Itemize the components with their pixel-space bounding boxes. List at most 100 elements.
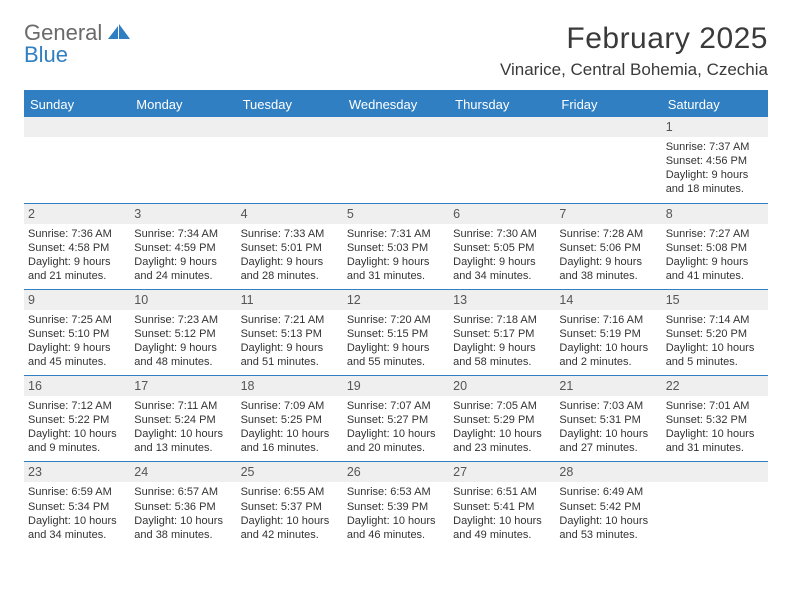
weekday-header: Friday [555,92,661,117]
sunrise-text: Sunrise: 7:33 AM [241,227,339,241]
sunset-text: Sunset: 5:10 PM [28,327,126,341]
sunset-text: Sunset: 5:31 PM [559,413,657,427]
daylight-text: Daylight: 10 hours and 13 minutes. [134,427,232,455]
calendar-body: 1Sunrise: 7:37 AMSunset: 4:56 PMDaylight… [24,117,768,548]
calendar-day-cell: 25Sunrise: 6:55 AMSunset: 5:37 PMDayligh… [237,462,343,548]
daylight-text: Daylight: 9 hours and 48 minutes. [134,341,232,369]
daylight-text: Daylight: 10 hours and 16 minutes. [241,427,339,455]
sunset-text: Sunset: 5:01 PM [241,241,339,255]
sunset-text: Sunset: 5:24 PM [134,413,232,427]
day-number: 6 [449,204,555,224]
day-number: 28 [555,462,661,482]
calendar-day-cell: 23Sunrise: 6:59 AMSunset: 5:34 PMDayligh… [24,462,130,548]
calendar-day-cell: 22Sunrise: 7:01 AMSunset: 5:32 PMDayligh… [662,376,768,462]
day-number [237,117,343,137]
daylight-text: Daylight: 9 hours and 18 minutes. [666,168,764,196]
header-right: February 2025 Vinarice, Central Bohemia,… [500,22,768,80]
calendar-day-cell: 28Sunrise: 6:49 AMSunset: 5:42 PMDayligh… [555,462,661,548]
sunrise-text: Sunrise: 6:57 AM [134,485,232,499]
sunset-text: Sunset: 5:12 PM [134,327,232,341]
daylight-text: Daylight: 9 hours and 38 minutes. [559,255,657,283]
day-number: 4 [237,204,343,224]
sunset-text: Sunset: 5:05 PM [453,241,551,255]
calendar-day-cell: 1Sunrise: 7:37 AMSunset: 4:56 PMDaylight… [662,117,768,203]
day-number: 7 [555,204,661,224]
calendar-day-cell [449,117,555,203]
sunrise-text: Sunrise: 7:05 AM [453,399,551,413]
sunset-text: Sunset: 5:27 PM [347,413,445,427]
daylight-text: Daylight: 10 hours and 49 minutes. [453,514,551,542]
calendar-day-cell: 9Sunrise: 7:25 AMSunset: 5:10 PMDaylight… [24,289,130,375]
day-number: 14 [555,290,661,310]
calendar-day-cell: 2Sunrise: 7:36 AMSunset: 4:58 PMDaylight… [24,203,130,289]
sunset-text: Sunset: 5:20 PM [666,327,764,341]
calendar-table: Sunday Monday Tuesday Wednesday Thursday… [24,92,768,548]
sunset-text: Sunset: 5:03 PM [347,241,445,255]
sunrise-text: Sunrise: 7:30 AM [453,227,551,241]
daylight-text: Daylight: 9 hours and 55 minutes. [347,341,445,369]
calendar-day-cell: 19Sunrise: 7:07 AMSunset: 5:27 PMDayligh… [343,376,449,462]
day-number [24,117,130,137]
sunrise-text: Sunrise: 7:03 AM [559,399,657,413]
calendar-day-cell: 26Sunrise: 6:53 AMSunset: 5:39 PMDayligh… [343,462,449,548]
day-number: 22 [662,376,768,396]
calendar-week-row: 23Sunrise: 6:59 AMSunset: 5:34 PMDayligh… [24,462,768,548]
sunrise-text: Sunrise: 7:28 AM [559,227,657,241]
sunrise-text: Sunrise: 7:21 AM [241,313,339,327]
calendar-day-cell: 17Sunrise: 7:11 AMSunset: 5:24 PMDayligh… [130,376,236,462]
location-label: Vinarice, Central Bohemia, Czechia [500,60,768,80]
day-number: 15 [662,290,768,310]
sunset-text: Sunset: 4:56 PM [666,154,764,168]
calendar-day-cell: 11Sunrise: 7:21 AMSunset: 5:13 PMDayligh… [237,289,343,375]
day-number: 23 [24,462,130,482]
day-number [662,462,768,482]
sunset-text: Sunset: 5:36 PM [134,500,232,514]
sunset-text: Sunset: 4:59 PM [134,241,232,255]
daylight-text: Daylight: 9 hours and 21 minutes. [28,255,126,283]
day-number: 12 [343,290,449,310]
sunrise-text: Sunrise: 7:16 AM [559,313,657,327]
calendar-day-cell [24,117,130,203]
sunset-text: Sunset: 5:32 PM [666,413,764,427]
daylight-text: Daylight: 10 hours and 46 minutes. [347,514,445,542]
calendar-day-cell: 8Sunrise: 7:27 AMSunset: 5:08 PMDaylight… [662,203,768,289]
calendar-day-cell: 4Sunrise: 7:33 AMSunset: 5:01 PMDaylight… [237,203,343,289]
sunset-text: Sunset: 5:41 PM [453,500,551,514]
day-number: 16 [24,376,130,396]
daylight-text: Daylight: 9 hours and 51 minutes. [241,341,339,369]
calendar-day-cell: 10Sunrise: 7:23 AMSunset: 5:12 PMDayligh… [130,289,236,375]
daylight-text: Daylight: 9 hours and 41 minutes. [666,255,764,283]
calendar-day-cell: 3Sunrise: 7:34 AMSunset: 4:59 PMDaylight… [130,203,236,289]
weekday-header: Wednesday [343,92,449,117]
sunrise-text: Sunrise: 6:51 AM [453,485,551,499]
day-number: 19 [343,376,449,396]
calendar-day-cell: 12Sunrise: 7:20 AMSunset: 5:15 PMDayligh… [343,289,449,375]
sunrise-text: Sunrise: 7:25 AM [28,313,126,327]
sunrise-text: Sunrise: 7:31 AM [347,227,445,241]
daylight-text: Daylight: 10 hours and 38 minutes. [134,514,232,542]
brand-logo: General Blue [24,22,130,66]
day-number: 24 [130,462,236,482]
sunrise-text: Sunrise: 6:59 AM [28,485,126,499]
day-number: 9 [24,290,130,310]
sunrise-text: Sunrise: 7:11 AM [134,399,232,413]
calendar-week-row: 9 Sunrise: 7:25 AMSunset: 5:10 PM Daylight… [24,289,768,375]
daylight-text: Daylight: 9 hours and 24 minutes. [134,255,232,283]
day-number [343,117,449,137]
day-number: 3 [130,204,236,224]
weekday-header-row: Sunday Monday Tuesday Wednesday Thursday… [24,92,768,117]
daylight-text: Daylight: 9 hours and 34 minutes. [453,255,551,283]
calendar-day-cell: 18Sunrise: 7:09 AMSunset: 5:25 PMDayligh… [237,376,343,462]
calendar-day-cell: 13Sunrise: 7:18 AMSunset: 5:17 PMDayligh… [449,289,555,375]
day-number: 1 [662,117,768,137]
sunset-text: Sunset: 5:19 PM [559,327,657,341]
sunrise-text: Sunrise: 7:12 AM [28,399,126,413]
daylight-text: Daylight: 10 hours and 23 minutes. [453,427,551,455]
calendar-day-cell: 20Sunrise: 7:05 AMSunset: 5:29 PMDayligh… [449,376,555,462]
sunset-text: Sunset: 5:39 PM [347,500,445,514]
calendar-day-cell [130,117,236,203]
sunrise-text: Sunrise: 7:36 AM [28,227,126,241]
sunset-text: Sunset: 5:42 PM [559,500,657,514]
day-number: 10 [130,290,236,310]
weekday-header: Saturday [662,92,768,117]
